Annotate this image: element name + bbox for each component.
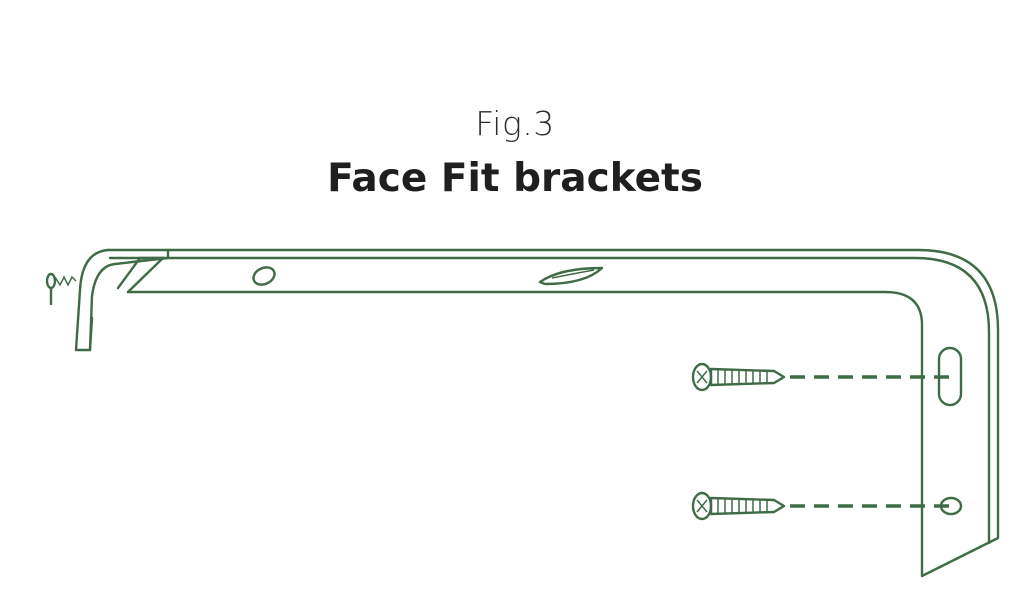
bottom-screw-icon: [691, 491, 786, 521]
figure-number: Fig.3: [475, 104, 555, 143]
hook-screw-icon: [45, 272, 77, 306]
top-screw-icon: [691, 362, 786, 392]
figure-title: Face Fit brackets: [327, 156, 703, 201]
bracket-body: [74, 248, 1000, 578]
